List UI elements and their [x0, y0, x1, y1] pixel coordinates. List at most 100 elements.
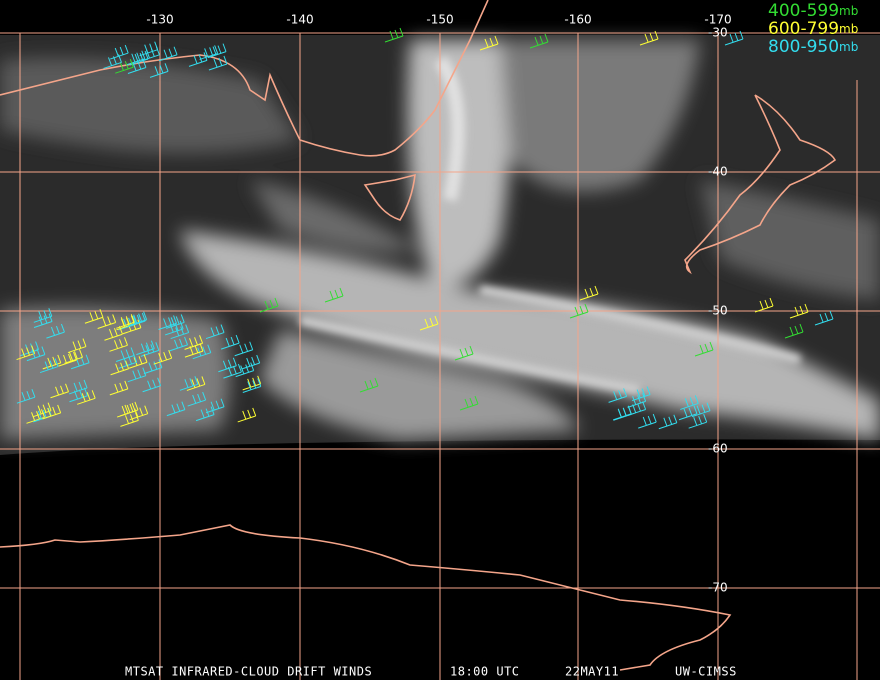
wind-barb — [153, 350, 173, 365]
wind-barb — [127, 59, 147, 74]
wind-barb — [129, 405, 149, 421]
wind-barb — [42, 404, 62, 420]
wind-barb — [184, 335, 204, 350]
wind-barb — [170, 324, 190, 340]
latitude-label: -60 — [708, 442, 728, 456]
cloud-streaks — [298, 55, 802, 395]
wind-barb — [234, 341, 254, 357]
wind-barb — [613, 405, 632, 421]
wind-barb — [187, 391, 207, 407]
longitude-label: -170 — [704, 13, 731, 27]
wind-barb — [205, 324, 225, 340]
wind-barb — [109, 337, 128, 352]
wind-barb — [68, 379, 88, 395]
legend-unit: mb — [839, 22, 858, 36]
wind-barb — [164, 320, 184, 336]
wind-barb — [26, 409, 45, 424]
wind-barb — [20, 341, 40, 357]
wind-barb — [158, 315, 177, 330]
wind-barb — [115, 59, 134, 74]
wind-barb — [116, 402, 136, 418]
footer: MTSAT INFRARED-CLOUD DRIFT WINDS 18:00 U… — [125, 665, 736, 679]
wind-barb — [104, 326, 123, 341]
wind-barb — [459, 395, 479, 411]
legend-range: 800-950 — [768, 37, 839, 57]
wind-barb — [235, 362, 255, 378]
graticule — [0, 32, 880, 680]
longitude-label: -130 — [146, 13, 173, 27]
wind-barb — [680, 395, 699, 410]
wind-barb — [608, 388, 628, 403]
axis-labels: -130 -140 -150 -160 -170-30 -40 -50 -60 -70 — [146, 13, 731, 595]
wind-barb — [192, 344, 212, 360]
wind-barb — [241, 354, 261, 370]
wind-barb — [129, 50, 149, 66]
wind-barb — [33, 407, 52, 423]
wind-barb — [237, 407, 257, 423]
legend-range: 400-599 — [768, 1, 839, 21]
wind-barb — [454, 345, 474, 361]
wind-barb — [39, 358, 59, 374]
coastlines — [0, 0, 837, 671]
wind-barb — [126, 50, 146, 66]
wind-barb — [143, 359, 163, 375]
wind-barb — [195, 406, 215, 422]
wind-barb — [141, 46, 160, 62]
wind-barbs — [16, 27, 834, 430]
wind-barb — [658, 414, 678, 430]
wind-barb — [109, 380, 129, 396]
wind-barb — [784, 323, 804, 339]
wind-barb — [166, 314, 185, 329]
wind-barb — [33, 308, 53, 323]
wind-barb — [166, 401, 186, 417]
wind-barb — [324, 287, 344, 303]
wind-barb — [50, 383, 69, 399]
wind-barb — [688, 414, 708, 429]
wind-barb — [259, 297, 279, 313]
wind-barb — [384, 27, 404, 43]
legend-entry: 600-799mb — [768, 19, 858, 39]
wind-barb — [158, 46, 178, 62]
wind-barb — [479, 35, 499, 51]
longitude-label: -150 — [426, 13, 453, 27]
wind-barb — [359, 377, 379, 393]
wind-barb — [16, 389, 36, 404]
longitude-label: -140 — [286, 13, 313, 27]
wind-barb — [97, 314, 117, 329]
wind-barb — [223, 363, 242, 379]
wind-barb — [46, 323, 65, 339]
wind-barb — [631, 386, 651, 402]
wind-barb — [208, 55, 228, 71]
wind-barb — [220, 334, 240, 350]
wind-barb — [529, 33, 549, 49]
wind-barb — [186, 376, 206, 391]
latitude-label: -40 — [708, 165, 728, 179]
wind-barb — [242, 375, 262, 391]
wind-barb — [32, 402, 52, 418]
wind-barb — [754, 297, 774, 313]
wind-barb — [149, 63, 169, 78]
wind-barb — [179, 376, 199, 391]
footer-date: 22MAY11 — [565, 665, 619, 679]
legend-entry: 400-599mb — [768, 1, 858, 21]
wind-barb — [84, 309, 104, 324]
wind-barb — [691, 402, 711, 418]
latitude-label: -30 — [708, 26, 728, 40]
wind-barb — [627, 393, 647, 408]
wind-barb — [139, 41, 159, 57]
wind-barb — [207, 43, 227, 59]
wind-barb — [136, 340, 155, 356]
footer-time: 18:00 UTC — [450, 665, 520, 679]
wind-barb — [188, 52, 208, 67]
wind-barb — [199, 45, 219, 60]
wind-barb — [419, 315, 439, 331]
legend-entry: 800-950mb — [768, 37, 858, 57]
wind-barb — [678, 405, 698, 421]
wind-barb — [70, 354, 90, 370]
wind-barb — [579, 285, 599, 301]
wind-barb — [127, 367, 147, 383]
footer-product: MTSAT INFRARED-CLOUD DRIFT WINDS — [125, 665, 372, 679]
wind-barb — [638, 413, 657, 429]
